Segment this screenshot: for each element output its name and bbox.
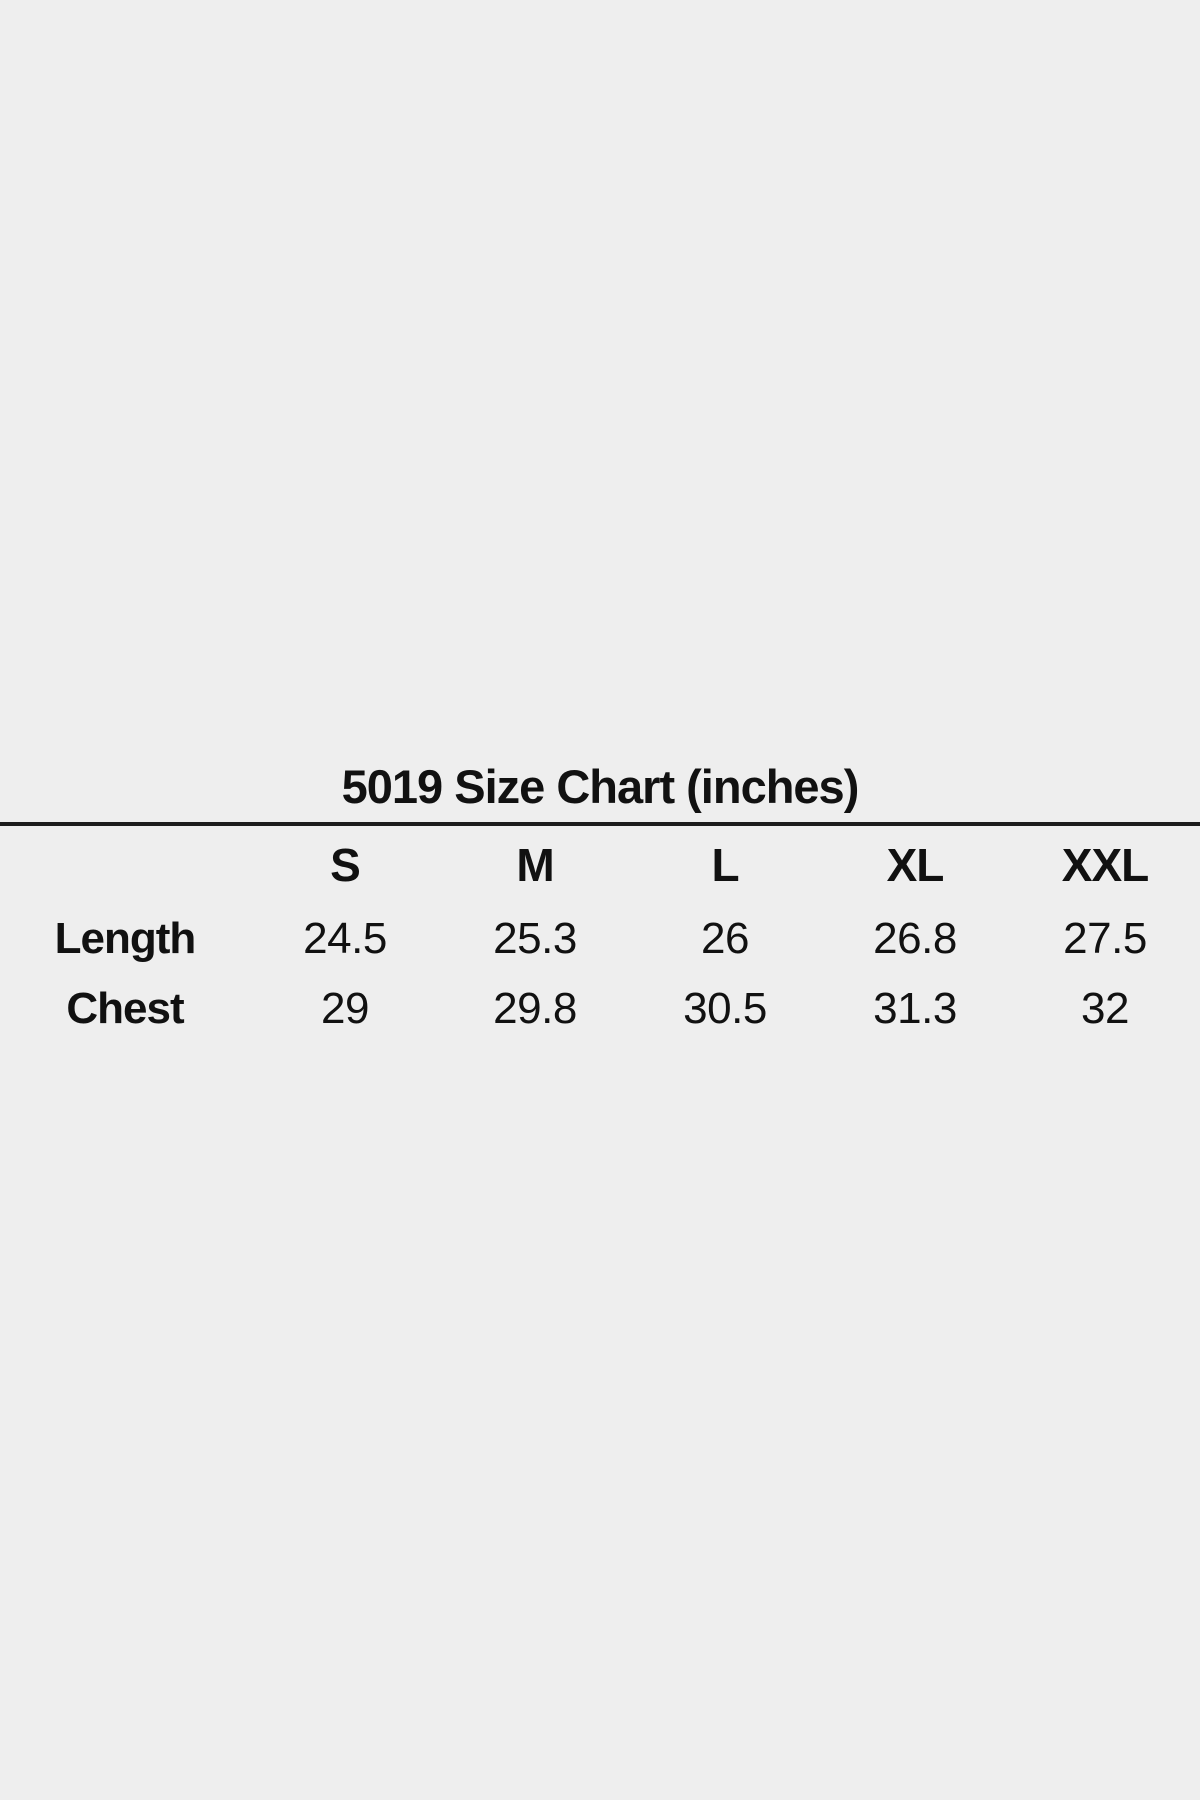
length-m-value: 25.3 — [493, 914, 577, 963]
length-l-value: 26 — [701, 914, 749, 963]
column-header-xl: XL — [886, 839, 945, 891]
corner-cell — [0, 826, 250, 904]
length-s-value: 24.5 — [303, 914, 387, 963]
column-header-xxl: XXL — [1061, 839, 1149, 891]
length-xxl-value: 27.5 — [1063, 914, 1147, 963]
column-header-l: L — [711, 839, 739, 891]
table-row-length: Length 24.5 25.3 26 26.8 27.5 — [0, 904, 1200, 974]
column-header-m: M — [516, 839, 554, 891]
row-label-length: Length — [54, 914, 197, 963]
size-chart-title: 5019 Size Chart (inches) — [341, 760, 860, 813]
size-chart-table: S M L XL XXL Length 24.5 25.3 26 26.8 27… — [0, 826, 1200, 1044]
chest-xxl-value: 32 — [1081, 984, 1129, 1033]
table-row-chest: Chest 29 29.8 30.5 31.3 32 — [0, 974, 1200, 1044]
column-header-s: S — [330, 839, 361, 891]
chest-l-value: 30.5 — [683, 984, 767, 1033]
title-divider-rule — [0, 822, 1200, 826]
size-header-row: S M L XL XXL — [0, 826, 1200, 904]
chest-xl-value: 31.3 — [873, 984, 957, 1033]
chest-m-value: 29.8 — [493, 984, 577, 1033]
chest-s-value: 29 — [321, 984, 369, 1033]
row-label-chest: Chest — [66, 984, 184, 1033]
length-xl-value: 26.8 — [873, 914, 957, 963]
